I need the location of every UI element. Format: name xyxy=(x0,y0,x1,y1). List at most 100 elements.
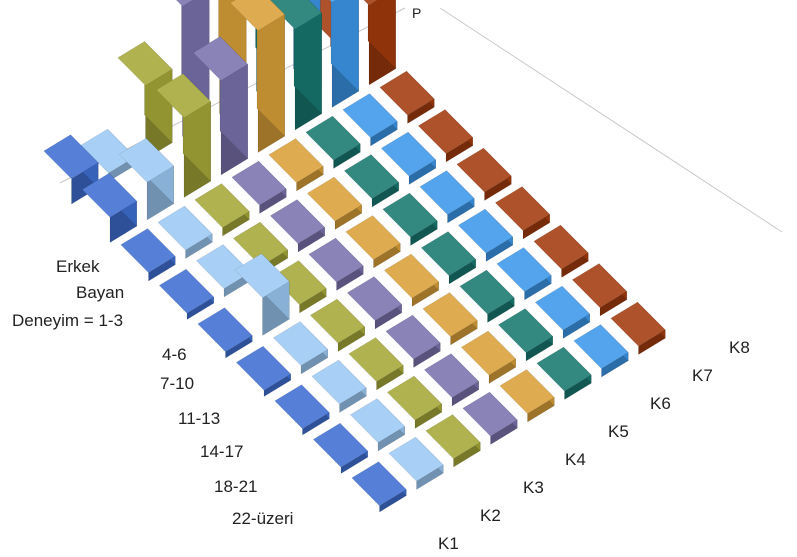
bar-top-face xyxy=(573,324,629,369)
row-label: 7-10 xyxy=(160,374,194,393)
bar-top-face xyxy=(499,369,555,414)
bar-top-face xyxy=(533,224,589,270)
bar xyxy=(382,192,438,246)
row-label: 14-17 xyxy=(200,442,243,461)
bar-top-face xyxy=(81,172,138,218)
bar-top-face xyxy=(423,353,480,398)
bar-top-face xyxy=(351,461,407,507)
bar xyxy=(342,92,398,147)
bar-side-face xyxy=(330,0,359,92)
bars xyxy=(43,0,666,513)
bar-top-face xyxy=(309,298,366,344)
bar-top-face xyxy=(494,186,551,231)
bar-top-face xyxy=(536,346,592,392)
bar xyxy=(311,359,367,413)
bar xyxy=(422,291,478,346)
bar xyxy=(533,224,589,278)
bar xyxy=(496,246,552,301)
bar xyxy=(234,253,290,336)
bar-top-face xyxy=(497,308,554,353)
bar-top-face xyxy=(118,137,175,183)
bar xyxy=(351,461,407,513)
bar-top-face xyxy=(266,0,323,30)
bar-top-face xyxy=(158,268,215,314)
bar xyxy=(573,323,629,378)
column-label: K1 xyxy=(438,534,459,553)
bar xyxy=(497,307,554,362)
bar xyxy=(380,131,437,185)
bar xyxy=(81,172,138,243)
column-label: K7 xyxy=(692,366,713,385)
bar-top-face xyxy=(232,221,289,267)
bar xyxy=(309,298,366,352)
bar-top-face xyxy=(385,314,441,360)
bar xyxy=(232,221,289,275)
column-label: K2 xyxy=(480,506,501,525)
bar xyxy=(192,35,249,176)
bar xyxy=(456,147,512,201)
bar-top-face xyxy=(383,253,440,299)
bar-top-face xyxy=(197,307,253,353)
bar-top-face xyxy=(460,330,517,376)
bar xyxy=(457,208,514,262)
bar-top-face xyxy=(457,208,514,254)
bar xyxy=(610,301,666,355)
bar-top-face xyxy=(348,337,404,382)
bar xyxy=(155,73,212,198)
bar xyxy=(312,422,369,474)
bar xyxy=(308,237,364,291)
back-wall-right-edge xyxy=(439,7,783,233)
bar-top-face xyxy=(349,398,406,443)
bar-top-face xyxy=(386,375,443,421)
bar xyxy=(157,205,213,259)
bar-top-face xyxy=(380,131,437,177)
bar xyxy=(425,413,481,468)
bar xyxy=(379,70,435,124)
bar-top-face xyxy=(271,260,327,305)
bar xyxy=(419,169,475,224)
bar xyxy=(571,262,628,317)
bar xyxy=(385,314,441,368)
row-label: 11-13 xyxy=(178,409,220,428)
bar xyxy=(346,275,403,330)
bar-top-face xyxy=(120,228,176,273)
bar-top-face xyxy=(534,285,591,331)
bar xyxy=(120,227,176,282)
bar-top-face xyxy=(422,292,478,337)
bar-top-face xyxy=(312,422,369,468)
bar-top-face xyxy=(269,199,326,244)
bar xyxy=(460,330,517,384)
bar xyxy=(348,336,404,391)
bar-top-face xyxy=(329,0,337,3)
column-label: K4 xyxy=(565,450,586,469)
bar-top-face xyxy=(420,231,477,276)
bar xyxy=(43,134,99,205)
bar xyxy=(268,137,324,192)
bar xyxy=(462,391,518,445)
bar-top-face xyxy=(305,115,361,161)
bar-side-face xyxy=(256,0,285,137)
bar-top-face xyxy=(417,109,474,154)
bar xyxy=(386,375,443,429)
row-label: 18-21 xyxy=(214,477,257,496)
bar-top-face xyxy=(462,391,518,437)
bar xyxy=(383,253,440,307)
bar xyxy=(118,137,175,221)
bar-top-face xyxy=(194,183,250,228)
bar-top-face xyxy=(229,0,286,32)
row-label: 4-6 xyxy=(162,345,187,364)
bar xyxy=(420,230,477,285)
bar xyxy=(266,0,323,131)
bar-top-face xyxy=(234,253,290,299)
bar-top-face xyxy=(419,170,475,215)
bar-top-face xyxy=(388,436,444,482)
bar-side-face xyxy=(293,0,322,115)
bar-top-face xyxy=(192,36,249,81)
bar xyxy=(197,307,253,359)
bar-top-face xyxy=(571,263,628,308)
bar-top-face xyxy=(175,0,194,7)
bar-top-face xyxy=(272,321,329,366)
bar-top-face xyxy=(456,147,512,193)
bar xyxy=(194,182,250,237)
